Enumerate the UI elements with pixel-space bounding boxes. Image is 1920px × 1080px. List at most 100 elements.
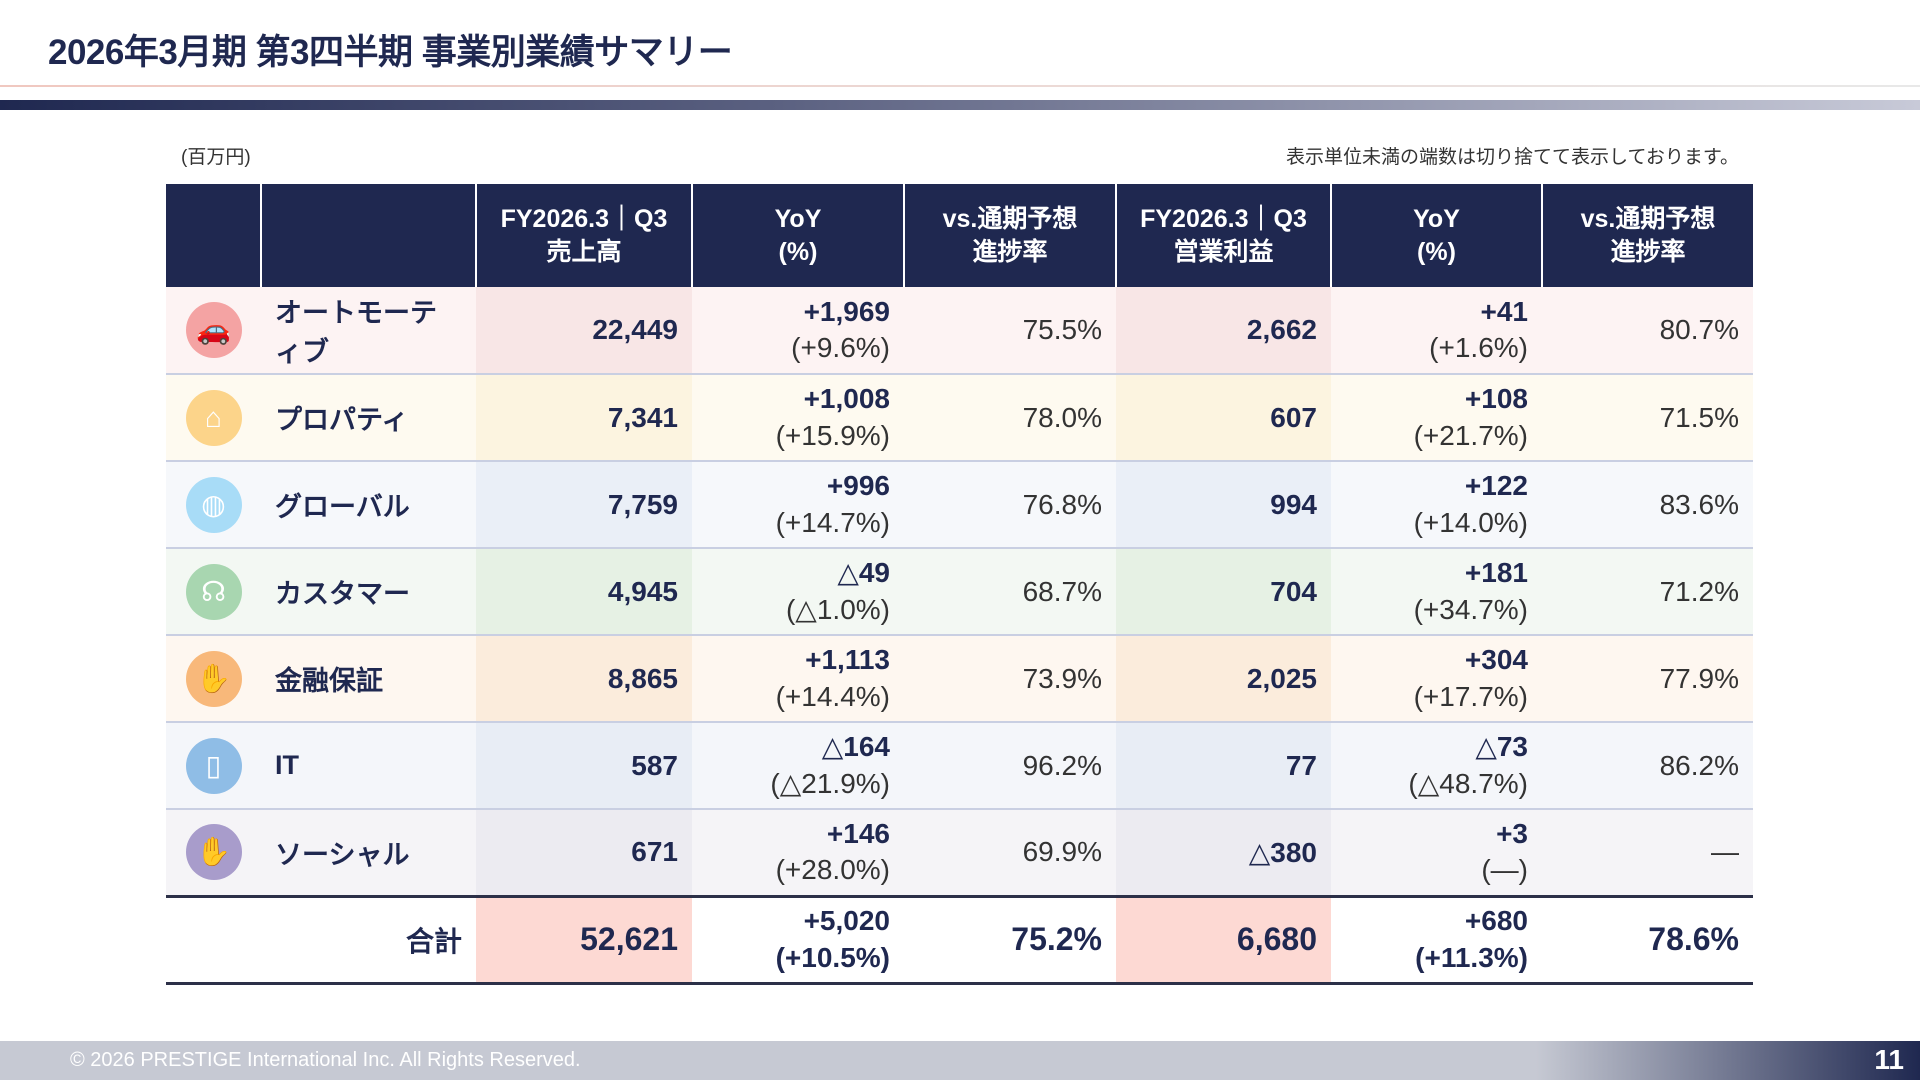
unit-label: (百万円): [181, 147, 251, 168]
sales-yoy: +146 (+28.0%): [692, 809, 904, 897]
op-yoy: +3 (—): [1331, 809, 1542, 897]
total-op-yoy: +680 (+11.3%): [1331, 896, 1542, 985]
sales-progress: 73.9%: [904, 635, 1116, 723]
sales-yoy-amount: +1,008: [803, 383, 890, 415]
op-profit-value: 2,025: [1116, 635, 1331, 723]
table-row: ✋ 金融保証 8,865 +1,113 (+14.4%) 73.9% 2,025 …: [166, 635, 1753, 723]
sales-yoy-percent: (+9.6%): [791, 332, 890, 363]
op-yoy: +122 (+14.0%): [1331, 461, 1542, 549]
table-row: ◍ グローバル 7,759 +996 (+14.7%) 76.8% 994 +12…: [166, 461, 1753, 549]
op-yoy-amount: +304: [1464, 644, 1528, 676]
op-progress: 83.6%: [1542, 461, 1753, 549]
sales-progress: 96.2%: [904, 722, 1116, 810]
sales-value: 7,341: [476, 374, 692, 462]
segment-name: グローバル: [261, 461, 476, 549]
op-yoy-percent: (+14.0%): [1413, 506, 1528, 538]
segment-name: 金融保証: [261, 635, 476, 723]
house-icon: ⌂: [185, 389, 242, 446]
op-progress: 80.7%: [1542, 287, 1753, 375]
sales-value: 4,945: [476, 548, 692, 636]
headset-icon: ☊: [185, 563, 242, 620]
total-sales-progress: 75.2%: [904, 896, 1116, 985]
sales-yoy-percent: (△21.9%): [770, 767, 890, 799]
op-yoy-amount: +41: [1480, 295, 1529, 327]
op-profit-value: 994: [1116, 461, 1331, 549]
phone-hand-icon: ▯: [185, 737, 242, 794]
op-yoy-amount: △73: [1475, 731, 1528, 763]
op-yoy: +181 (+34.7%): [1331, 548, 1542, 636]
segment-name: オートモーティブ: [261, 287, 476, 375]
rounding-note: 表示単位未満の端数は切り捨てて表示しております。: [1286, 147, 1739, 168]
sales-yoy-amount: +996: [826, 470, 890, 502]
table-row: ⌂ プロパティ 7,341 +1,008 (+15.9%) 78.0% 607 +…: [166, 374, 1753, 462]
op-progress: 86.2%: [1542, 722, 1753, 810]
op-yoy-percent: (△48.7%): [1408, 767, 1528, 799]
op-progress: 77.9%: [1542, 635, 1753, 723]
page-number: 11: [1874, 1044, 1904, 1075]
op-yoy-percent: (+1.6%): [1429, 332, 1528, 363]
sales-yoy-percent: (+14.4%): [775, 680, 890, 712]
sales-yoy-amount: +1,113: [805, 644, 890, 676]
sales-yoy-amount: +1,969: [803, 295, 890, 327]
sales-yoy-percent: (+14.7%): [775, 506, 890, 538]
segment-name: カスタマー: [261, 548, 476, 636]
coin-hand-icon: ✋: [185, 650, 242, 707]
table-row: ▯ IT 587 △164 (△21.9%) 96.2% 77 △73 (△48.7…: [166, 722, 1753, 810]
sales-progress: 75.5%: [904, 287, 1116, 375]
sales-yoy-percent: (△1.0%): [785, 593, 890, 625]
title-divider: [0, 85, 1920, 87]
segment-icon-cell: ✋: [166, 635, 261, 723]
sales-yoy: △164 (△21.9%): [692, 722, 904, 810]
sales-progress: 78.0%: [904, 374, 1116, 462]
op-profit-value: 704: [1116, 548, 1331, 636]
segment-name: ソーシャル: [261, 809, 476, 897]
car-icon: 🚗: [185, 302, 242, 358]
op-yoy-percent: (+17.7%): [1413, 680, 1528, 712]
segment-name: IT: [261, 722, 476, 810]
segment-icon-cell: 🚗: [166, 287, 261, 375]
sales-yoy-amount: +146: [826, 817, 890, 849]
op-progress: 71.2%: [1542, 548, 1753, 636]
segment-icon-cell: ☊: [166, 548, 261, 636]
op-profit-value: 77: [1116, 722, 1331, 810]
op-yoy-amount: +108: [1464, 383, 1528, 415]
table-row: ☊ カスタマー 4,945 △49 (△1.0%) 68.7% 704 +181 (…: [166, 548, 1753, 636]
header-op-progress: vs.通期予想 進捗率: [1541, 184, 1753, 287]
op-yoy: +108 (+21.7%): [1331, 374, 1542, 462]
sales-value: 671: [476, 809, 692, 897]
sales-yoy-percent: (+15.9%): [775, 419, 890, 451]
sales-yoy: △49 (△1.0%): [692, 548, 904, 636]
sales-yoy-amount: △49: [837, 557, 890, 589]
total-sales-yoy-percent: (+10.5%): [775, 941, 890, 973]
sales-progress: 69.9%: [904, 809, 1116, 897]
page-title: 2026年3月期 第3四半期 事業別業績サマリー: [48, 33, 733, 72]
segment-icon-cell: ✋: [166, 809, 261, 897]
op-profit-value: 2,662: [1116, 287, 1331, 375]
total-sales-yoy-amount: +5,020: [803, 905, 890, 937]
op-yoy-percent: (+34.7%): [1413, 593, 1528, 625]
op-yoy-percent: (+21.7%): [1413, 419, 1528, 451]
op-profit-value: △380: [1116, 809, 1331, 897]
segment-icon-cell: ⌂: [166, 374, 261, 462]
total-row: 合計 52,621 +5,020 (+10.5%) 75.2% 6,680 +68…: [166, 896, 1753, 985]
table-row: 🚗 オートモーティブ 22,449 +1,969 (+9.6%) 75.5% 2,…: [166, 287, 1753, 375]
sales-yoy-percent: (+28.0%): [775, 854, 890, 886]
sales-value: 8,865: [476, 635, 692, 723]
header-sales-yoy: YoY (%): [691, 184, 904, 287]
header-sales: FY2026.3｜Q3 売上高: [475, 184, 692, 287]
total-label: 合計: [261, 896, 476, 985]
op-yoy: +41 (+1.6%): [1331, 287, 1542, 375]
op-progress: —: [1542, 809, 1753, 897]
copyright: © 2026 PRESTIGE International Inc. All R…: [70, 1049, 581, 1071]
sales-yoy: +1,113 (+14.4%): [692, 635, 904, 723]
total-op-progress: 78.6%: [1542, 896, 1753, 985]
sales-yoy: +1,008 (+15.9%): [692, 374, 904, 462]
op-yoy-percent: (—): [1481, 854, 1528, 886]
op-yoy: +304 (+17.7%): [1331, 635, 1542, 723]
header-sales-progress: vs.通期予想 進捗率: [903, 184, 1116, 287]
footer: © 2026 PRESTIGE International Inc. All R…: [0, 1041, 1920, 1080]
op-yoy: △73 (△48.7%): [1331, 722, 1542, 810]
table-row: ✋ ソーシャル 671 +146 (+28.0%) 69.9% △380 +3 (—…: [166, 809, 1753, 897]
segment-icon-cell: ◍: [166, 461, 261, 549]
total-sales: 52,621: [476, 896, 692, 985]
